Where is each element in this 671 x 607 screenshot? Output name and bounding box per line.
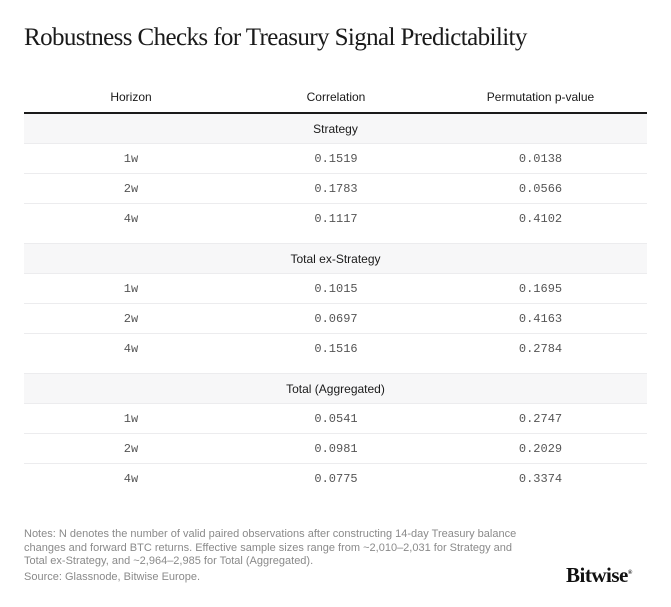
correlation-cell: 0.1015 <box>314 281 358 296</box>
bitwise-logo: Bitwise® <box>566 563 632 588</box>
correlation-cell: 0.0981 <box>314 441 358 456</box>
horizon-cell: 1w <box>123 281 139 296</box>
logo-text: Bitwise <box>566 563 628 587</box>
group-header: Total (Aggregated) <box>24 374 647 404</box>
correlation-cell: 0.0775 <box>314 471 358 486</box>
table-row: 2w 0.1783 0.0566 <box>24 174 647 204</box>
table-group-total-aggregated: Total (Aggregated) 1w 0.0541 0.2747 2w 0… <box>24 374 647 503</box>
table-notes: Notes: N denotes the number of valid pai… <box>24 528 517 567</box>
registered-mark-icon: ® <box>627 570 632 576</box>
table-row: 4w 0.1117 0.4102 <box>24 204 647 233</box>
correlation-cell: 0.1783 <box>314 181 358 196</box>
horizon-cell: 4w <box>123 471 139 486</box>
table-row: 2w 0.0981 0.2029 <box>24 434 647 464</box>
correlation-cell: 0.0541 <box>314 411 358 426</box>
horizon-cell: 2w <box>123 181 139 196</box>
horizon-cell: 2w <box>123 311 139 326</box>
table-group-strategy: Strategy 1w 0.1519 0.0138 2w 0.1783 0.05… <box>24 114 647 244</box>
group-header: Strategy <box>24 114 647 144</box>
p-value-cell: 0.4102 <box>518 211 563 226</box>
horizon-cell: 1w <box>123 411 139 426</box>
table-row: 4w 0.0775 0.3374 <box>24 464 647 493</box>
correlation-cell: 0.0697 <box>314 311 358 326</box>
p-value-cell: 0.4163 <box>518 311 563 326</box>
p-value-cell: 0.2747 <box>518 411 563 426</box>
source-note: Source: Glassnode, Bitwise Europe. <box>24 571 201 583</box>
p-value-cell: 0.0138 <box>518 151 563 166</box>
table-row: 4w 0.1516 0.2784 <box>24 334 647 363</box>
table-group-total-ex-strategy: Total ex-Strategy 1w 0.1015 0.1695 2w 0.… <box>24 244 647 374</box>
table-row: 1w 0.0541 0.2747 <box>24 404 647 434</box>
horizon-cell: 1w <box>123 151 139 166</box>
correlation-cell: 0.1117 <box>314 211 358 226</box>
correlation-cell: 0.1516 <box>314 341 358 356</box>
horizon-cell: 4w <box>123 341 139 356</box>
column-header-correlation: Correlation <box>306 90 366 104</box>
column-header-p-value: Permutation p-value <box>486 90 595 104</box>
results-table: Horizon Correlation Permutation p-value … <box>24 82 647 503</box>
p-value-cell: 0.1695 <box>518 281 563 296</box>
table-row: 2w 0.0697 0.4163 <box>24 304 647 334</box>
group-header: Total ex-Strategy <box>24 244 647 274</box>
p-value-cell: 0.3374 <box>518 471 563 486</box>
horizon-cell: 2w <box>123 441 139 456</box>
horizon-cell: 4w <box>123 211 139 226</box>
table-row: 1w 0.1519 0.0138 <box>24 144 647 174</box>
p-value-cell: 0.0566 <box>518 181 563 196</box>
p-value-cell: 0.2784 <box>518 341 563 356</box>
correlation-cell: 0.1519 <box>314 151 358 166</box>
table-header: Horizon Correlation Permutation p-value <box>24 82 647 114</box>
page-title: Robustness Checks for Treasury Signal Pr… <box>24 24 527 51</box>
p-value-cell: 0.2029 <box>518 441 563 456</box>
column-header-horizon: Horizon <box>110 90 152 104</box>
table-row: 1w 0.1015 0.1695 <box>24 274 647 304</box>
